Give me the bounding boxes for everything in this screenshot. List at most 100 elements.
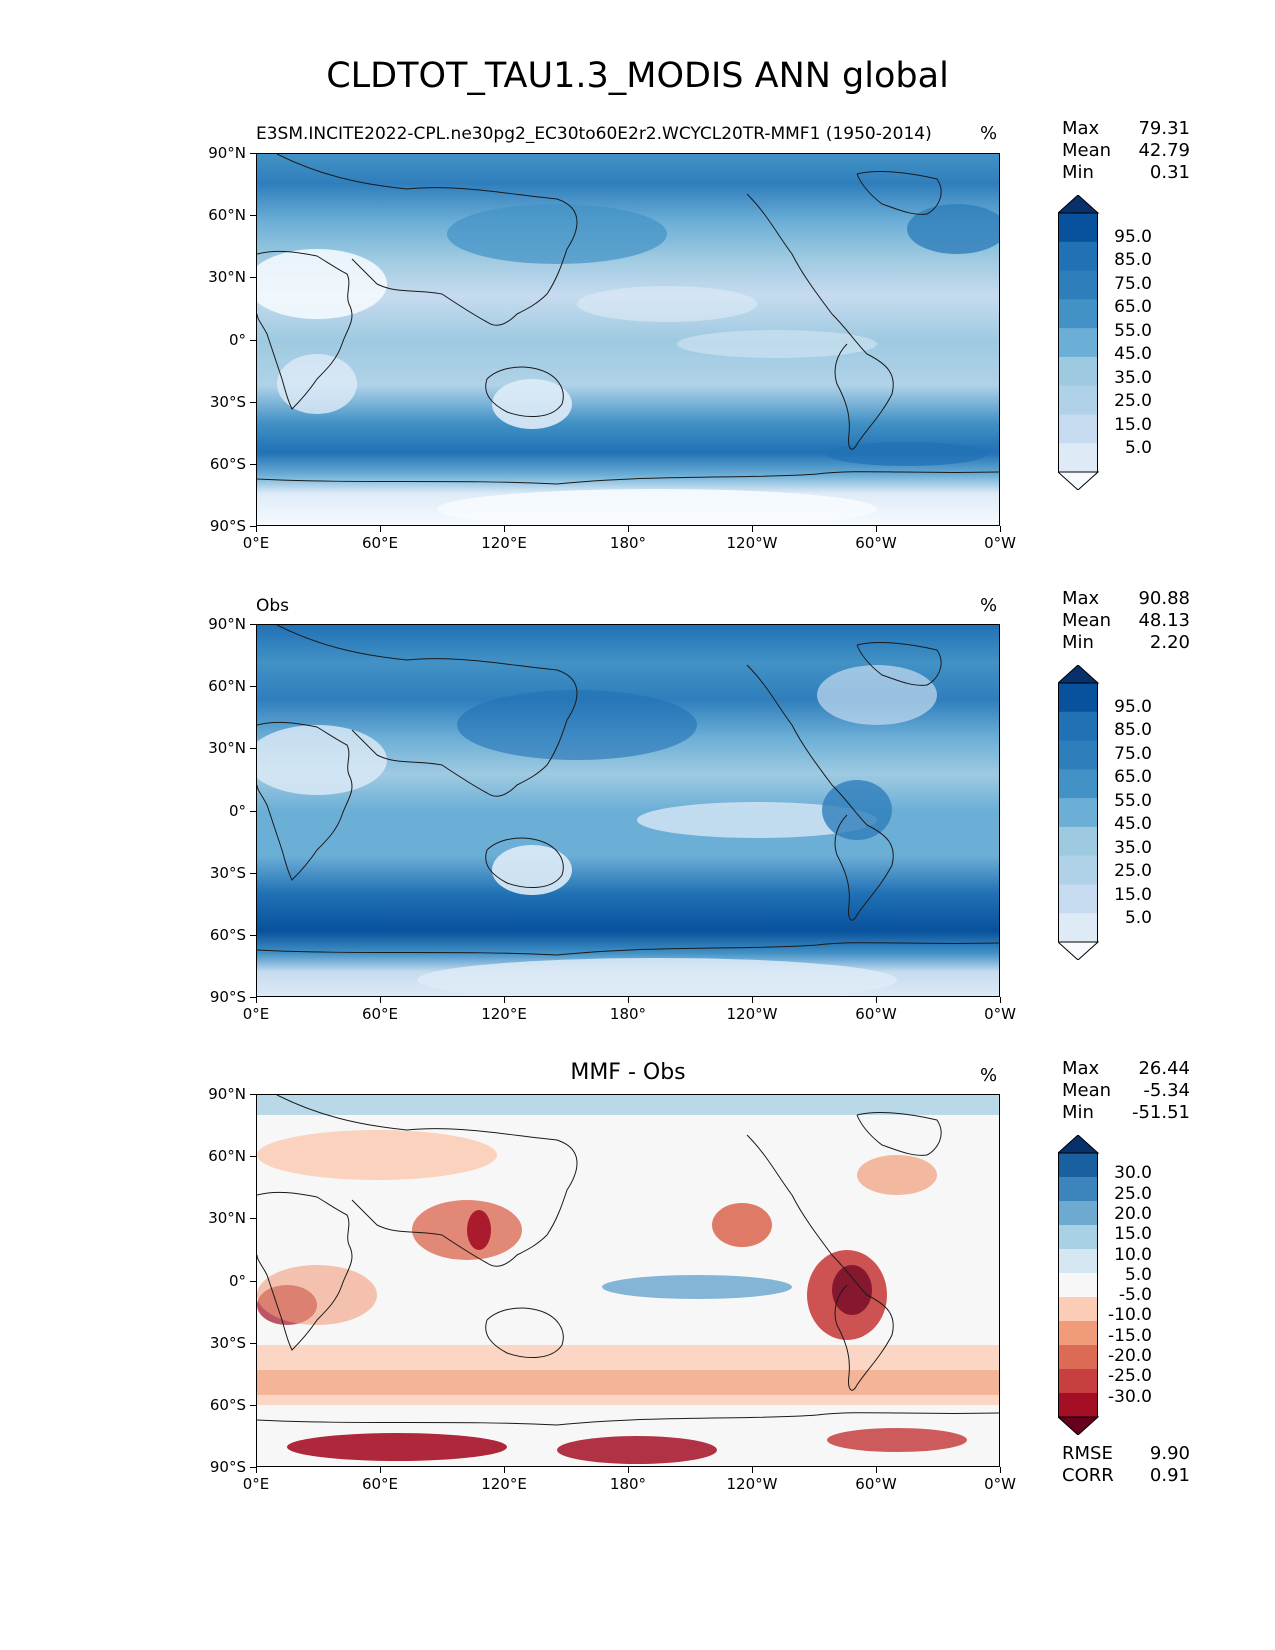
colorbar-tick-label: 35.0	[1114, 367, 1152, 388]
colorbar-tick-label: 25.0	[1114, 861, 1152, 882]
colorbar-segment	[1058, 1393, 1098, 1418]
colorbar-tick-label: -20.0	[1108, 1346, 1152, 1367]
lon-tick-label: 0°E	[242, 1005, 270, 1023]
colorbar-segment	[1058, 1153, 1098, 1178]
lon-tick-label: 60°E	[361, 1005, 399, 1023]
colorbar-outline	[1058, 212, 1098, 473]
lat-tick-mark	[250, 339, 256, 341]
lat-tick-label: 30°N	[208, 739, 246, 758]
lon-tick-mark	[876, 1467, 877, 1473]
colorbar-model	[1058, 195, 1100, 490]
colorbar-tick-label: 95.0	[1114, 696, 1152, 717]
metric-rmse-label: RMSE	[1062, 1443, 1113, 1464]
stat-mean-label: Mean	[1062, 1080, 1112, 1101]
lat-tick-label: 60°N	[208, 1147, 246, 1166]
lat-tick-mark	[250, 1342, 256, 1344]
lon-tick-label: 0°E	[242, 1475, 270, 1493]
lon-tick-mark	[504, 997, 505, 1003]
lat-tick-mark	[250, 872, 256, 874]
colorbar-tick-label: -10.0	[1108, 1305, 1152, 1326]
lon-tick-label: 180°	[609, 1005, 647, 1023]
lat-tick-label: 30°N	[208, 1209, 246, 1228]
lon-tick-label: 0°W	[984, 534, 1016, 552]
colorbar-segment	[1058, 1273, 1098, 1298]
lat-tick-mark	[250, 215, 256, 217]
colorbar-segment	[1058, 1201, 1098, 1226]
colorbar-obs	[1058, 665, 1100, 960]
colorbar-tick-label: 30.0	[1114, 1163, 1152, 1184]
colorbar-outline	[1058, 1152, 1098, 1418]
colorbar-tick-label: 75.0	[1114, 743, 1152, 764]
lon-tick-label: 120°E	[481, 534, 527, 552]
colorbar-segment	[1058, 1225, 1098, 1250]
colorbar-segment	[1058, 385, 1098, 415]
colorbar-tick-label: -30.0	[1108, 1386, 1152, 1407]
colorbar-segment	[1058, 913, 1098, 943]
colorbar-tick-label: 85.0	[1114, 250, 1152, 271]
lon-tick-mark	[628, 997, 629, 1003]
lat-tick-mark	[250, 1156, 256, 1158]
colorbar-extend-top	[1058, 1135, 1100, 1154]
lat-tick-label: 0°	[228, 801, 246, 820]
lat-tick-mark	[250, 997, 256, 998]
lat-tick-mark	[250, 1094, 256, 1095]
lon-tick-mark	[876, 526, 877, 532]
stat-max-label: Max	[1062, 1058, 1100, 1079]
lon-tick-mark	[256, 997, 257, 1003]
lat-tick-mark	[250, 1280, 256, 1282]
colorbar-segment	[1058, 740, 1098, 770]
lat-tick-mark	[250, 1404, 256, 1406]
lat-tick-label: 60°S	[209, 1395, 246, 1414]
colorbar-tick-label: 45.0	[1114, 814, 1152, 835]
lat-tick-label: 90°S	[209, 517, 246, 535]
panel-diff-map	[256, 1094, 1000, 1467]
colorbar-tick-label: -5.0	[1118, 1285, 1152, 1306]
colorbar-segment	[1058, 683, 1098, 713]
lat-tick-label: 30°S	[209, 863, 246, 882]
metric-rmse-value: 9.90	[1149, 1443, 1190, 1464]
lat-tick-label: 0°	[228, 330, 246, 349]
metric-corr-value: 0.91	[1149, 1465, 1190, 1486]
stat-min-label: Min	[1062, 162, 1094, 183]
stat-mean-value: 48.13	[1138, 610, 1190, 631]
lon-tick-mark	[380, 526, 381, 532]
stat-max-value: 79.31	[1138, 118, 1190, 139]
colorbar-segment	[1058, 1321, 1098, 1346]
lon-tick-label: 180°	[609, 534, 647, 552]
panel-diff-stats: Max 26.44 Mean -5.34 Min -51.51	[1062, 1058, 1190, 1124]
colorbar-segment	[1058, 414, 1098, 444]
panel-model-map	[256, 153, 1000, 526]
colorbar-outline	[1058, 682, 1098, 943]
panel-model-units: %	[980, 123, 998, 144]
lat-tick-mark	[250, 810, 256, 812]
colorbar-segment	[1058, 1345, 1098, 1370]
lon-tick-label: 60°W	[855, 1005, 897, 1023]
lon-tick-mark	[1000, 997, 1001, 1003]
lat-tick-mark	[250, 1218, 256, 1220]
colorbar-tick-label: 15.0	[1114, 884, 1152, 905]
lon-tick-label: 0°W	[984, 1475, 1016, 1493]
stat-min-label: Min	[1062, 1102, 1094, 1123]
stat-max-value: 90.88	[1138, 588, 1190, 609]
lon-tick-mark	[256, 526, 257, 532]
lat-tick-label: 60°N	[208, 206, 246, 225]
lat-tick-mark	[250, 153, 256, 154]
colorbar-tick-label: 5.0	[1124, 1264, 1152, 1285]
colorbar-tick-label: 35.0	[1114, 837, 1152, 858]
colorbar-segment	[1058, 826, 1098, 857]
panel-obs-map	[256, 624, 1000, 997]
colorbar-tick-label: 55.0	[1114, 790, 1152, 811]
lon-tick-label: 60°E	[361, 1475, 399, 1493]
lat-tick-label: 60°N	[208, 677, 246, 696]
lon-tick-label: 120°E	[481, 1475, 527, 1493]
colorbar-segment	[1058, 855, 1098, 885]
stat-min-value: 0.31	[1149, 162, 1190, 183]
colorbar-tick-label: 25.0	[1114, 391, 1152, 412]
stat-mean-value: -5.34	[1143, 1080, 1190, 1101]
colorbar-tick-label: -25.0	[1108, 1366, 1152, 1387]
lat-tick-label: 90°N	[208, 1085, 246, 1103]
colorbar-segment	[1058, 241, 1098, 272]
colorbar-segment	[1058, 798, 1098, 828]
stat-mean-label: Mean	[1062, 140, 1112, 161]
lat-tick-mark	[250, 624, 256, 625]
